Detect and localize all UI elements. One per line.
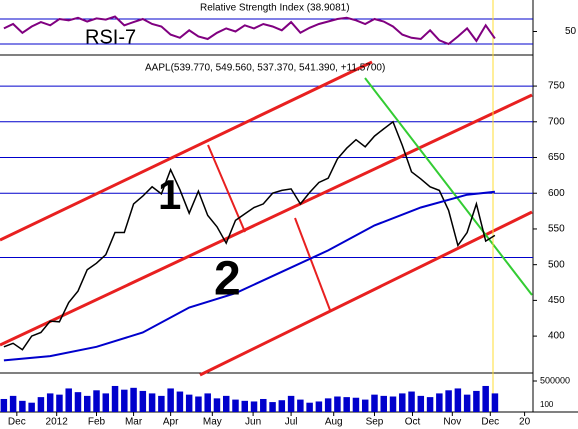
rsi-line (3, 15, 496, 46)
y-tick-label: 600 (548, 188, 565, 199)
price-line (3, 120, 496, 351)
volume-bar (297, 399, 304, 412)
volume-bar (65, 388, 72, 412)
volume-bar (222, 395, 230, 412)
volume-bar (445, 390, 452, 412)
volume-bar (28, 402, 35, 412)
volume-bar (380, 395, 387, 412)
volume-bar (102, 393, 110, 412)
volume-bar (185, 394, 193, 412)
volume-bar (278, 400, 286, 412)
volume-bar (167, 388, 174, 412)
x-tick-label: 2012 (46, 417, 69, 428)
volume-bar (139, 390, 147, 412)
volume-bar (473, 390, 480, 412)
marks (0, 15, 499, 412)
volume-bar (176, 391, 184, 412)
x-tick-label: Jun (245, 417, 261, 428)
volume-bar (491, 393, 499, 412)
volume-bar (93, 390, 100, 412)
volume-bar (426, 397, 434, 412)
volume-bar (417, 395, 425, 412)
volume-bar (37, 397, 45, 412)
y-tick-label: 550 (548, 224, 565, 235)
y-tick-label: 750 (548, 81, 565, 92)
volume-bar (315, 401, 323, 412)
x-tick-label: Sep (366, 417, 384, 428)
volume-bar (130, 387, 137, 412)
annotation: 2 (214, 253, 241, 306)
x-tick-label: 20 (519, 417, 531, 428)
volume-bar (454, 388, 462, 412)
trend-lines (0, 60, 533, 377)
volume-bar (158, 395, 165, 412)
volume-bar (260, 398, 267, 412)
y-tick-label: 700 (548, 116, 565, 127)
trend-line (294, 217, 331, 311)
volume-bar (241, 400, 249, 412)
volume-bar (334, 396, 341, 412)
volume-bar (111, 385, 119, 412)
volume-bar (213, 398, 221, 412)
rsi-title: Relative Strength Index (38.9081) (200, 3, 350, 14)
x-tick-label: May (203, 417, 222, 428)
volume-bar (46, 393, 54, 412)
volume-bar (352, 397, 360, 412)
x-tick-label: Aug (325, 417, 343, 428)
volume-bar (121, 389, 128, 412)
volume-bar (0, 398, 8, 412)
trend-line (364, 77, 533, 296)
volume-bar (361, 399, 369, 412)
x-tick-label: Oct (405, 417, 421, 428)
x-tick-label: Mar (125, 417, 143, 428)
x-tick-label: Dec (8, 417, 26, 428)
volume-bar (463, 394, 471, 412)
volume-bar (371, 394, 378, 412)
volume-bar (343, 397, 350, 412)
volume-bar (408, 391, 415, 412)
volume-bar (84, 395, 91, 412)
y-tick-label: 450 (548, 295, 565, 306)
volume-bar (436, 393, 443, 412)
volume-bar (204, 393, 211, 412)
volume-bar (148, 393, 156, 412)
rsi-label: RSI-7 (85, 26, 136, 48)
x-tick-label: Jul (285, 417, 298, 428)
volume-bar (250, 401, 258, 412)
y-tick-label: 50 (565, 26, 577, 37)
y-tick-label: 500000 (540, 375, 570, 385)
volume-bar (9, 395, 17, 412)
volume-bar (399, 393, 406, 412)
x-tick-label: Apr (163, 417, 179, 428)
volume-bar (74, 392, 82, 412)
volume-bar (482, 385, 489, 412)
volume-bar (306, 402, 313, 412)
volume-bar (19, 400, 26, 412)
x-tick-label: Dec (481, 417, 499, 428)
moving-average (3, 190, 496, 362)
volume-bar (389, 396, 397, 412)
chart-title: AAPL(539.770, 549.560, 537.370, 541.390,… (145, 63, 385, 74)
trend-line (0, 93, 533, 347)
x-tick-label: Nov (443, 417, 461, 428)
y-tick-label: 400 (548, 331, 565, 342)
volume-bar (324, 398, 332, 412)
trend-line (199, 210, 533, 377)
volume-bar (287, 395, 295, 412)
volume-bar (56, 394, 63, 412)
x-tick-label: Feb (88, 417, 106, 428)
volume-unit: 100 (540, 400, 554, 409)
volume-bar (269, 402, 276, 412)
volume-bar (195, 396, 202, 412)
volume-bar (232, 399, 239, 412)
annotation: 1 (158, 171, 181, 218)
trend-line (0, 60, 373, 242)
y-tick-label: 650 (548, 152, 565, 163)
y-tick-label: 500 (548, 259, 565, 270)
